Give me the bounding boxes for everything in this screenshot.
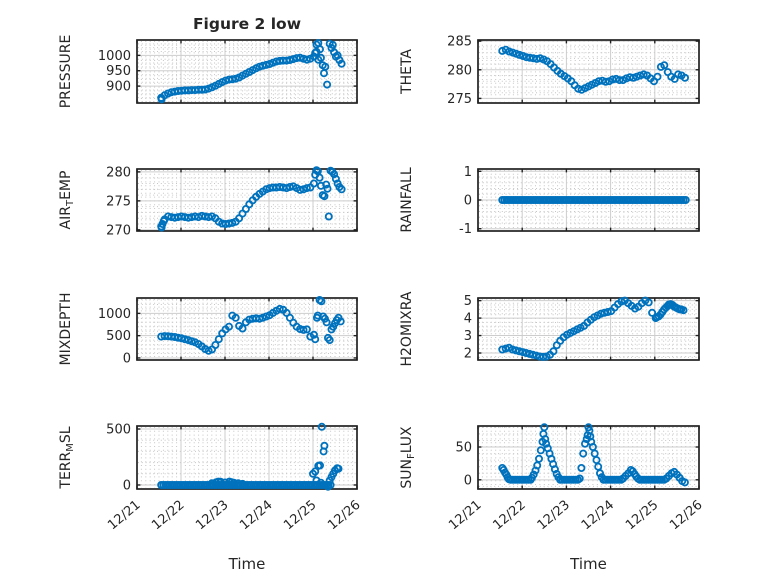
grid-major [479, 40, 698, 102]
y-tick-label: 5 [464, 294, 472, 309]
y-tick-label: 950 [106, 64, 131, 79]
series-markers [157, 39, 346, 104]
subplot-rainfall: -1 0 1 RAINFALL [399, 165, 700, 237]
series-markers [498, 296, 688, 361]
y-tick-label: 3 [464, 329, 472, 344]
axes-box [477, 425, 700, 490]
y-tick-label: 1000 [98, 307, 131, 322]
grid-minor [138, 299, 356, 359]
subplot-mixdepth: 0 500 1000 MIXDEPTH [58, 293, 358, 366]
axis-ticks [477, 298, 700, 360]
y-axis-label-sun-flux: SUNFLUX [399, 426, 417, 489]
grid-minor [479, 170, 698, 230]
series-markers [498, 423, 689, 487]
x-axis-label: Time [228, 555, 266, 573]
y-tick-label: 0 [464, 473, 472, 488]
series-markers [157, 422, 343, 491]
y-axis-label-h2omixra: H2OMIXRA [399, 291, 415, 366]
y-tick-label: 0 [123, 478, 131, 493]
y-axis-label-rainfall: RAINFALL [399, 167, 415, 232]
axis-ticks [136, 169, 358, 231]
y-tick-label: 500 [106, 329, 131, 344]
subplot-h2omixra: 2 3 4 5 H2OMIXRA [399, 291, 700, 367]
y-tick-label: 1 [464, 165, 472, 180]
y-axis-label-pressure: PRESSURE [58, 35, 74, 109]
axis-ticks [477, 426, 700, 489]
axes-box [136, 168, 358, 232]
y-tick-label: 275 [447, 92, 472, 107]
y-axis-label-air-temp: AIRTEMP [58, 171, 76, 230]
y-tick-label: 4 [464, 312, 472, 327]
y-tick-label: 280 [106, 165, 131, 180]
series-markers [498, 45, 690, 94]
grid-minor [479, 426, 698, 488]
axes-box [136, 39, 358, 104]
axis-ticks [136, 40, 358, 103]
y-tick-label: 2 [464, 347, 472, 362]
y-tick-label: 0 [123, 351, 131, 366]
subplot-theta: 275 280 285 THETA [399, 35, 700, 107]
y-tick-label: 275 [106, 194, 131, 209]
series-markers [157, 295, 345, 355]
axes-box [477, 39, 700, 104]
grid-minor [479, 41, 698, 102]
y-tick-label: 900 [106, 80, 131, 95]
y-tick-label: 1000 [98, 49, 131, 64]
axes-box [477, 297, 700, 361]
axis-ticks [477, 169, 700, 231]
subplot-air-temp: 270 275 280 AIRTEMP [58, 165, 358, 238]
grid-minor [138, 427, 356, 488]
series-markers [157, 166, 346, 232]
y-axis-label-terr-msl: TERRMSL [58, 426, 76, 489]
y-tick-label: 500 [106, 423, 131, 438]
y-tick-label: -1 [459, 222, 472, 237]
axes-box [136, 425, 358, 490]
y-tick-label: 285 [447, 35, 472, 50]
axis-ticks [477, 40, 700, 103]
y-tick-label: 50 [455, 441, 472, 456]
y-axis-label-theta: THETA [399, 49, 415, 95]
y-tick-label: 270 [106, 223, 131, 238]
figure-title: Figure 2 low [193, 15, 301, 33]
axis-ticks [136, 298, 358, 360]
y-tick-label: 280 [447, 63, 472, 78]
series-markers [498, 195, 690, 204]
y-axis-label-mixdepth: MIXDEPTH [58, 293, 74, 366]
axes-box [136, 297, 358, 361]
x-axis-label: Time [569, 555, 607, 573]
y-tick-label: 0 [464, 194, 472, 209]
